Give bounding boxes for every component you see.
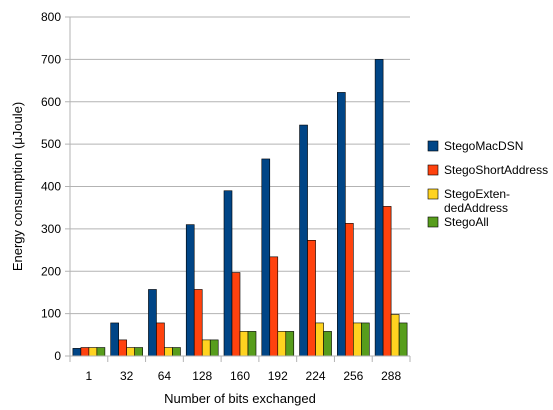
- axes: [65, 16, 411, 362]
- bar-StegoAll-288: [398, 322, 408, 357]
- y-axis-title: Energy consumption (μJoule): [10, 102, 25, 271]
- bar-StegoShortAddress-1: [80, 347, 90, 357]
- bar-StegoShortAddress-64: [156, 322, 165, 357]
- legend-label-StegoMacDSN: StegoMacDSN: [444, 139, 523, 153]
- x-tick-label: 64: [158, 369, 172, 383]
- y-tick-label: 700: [41, 52, 61, 66]
- y-tick-label: 200: [41, 264, 61, 278]
- x-tick-label: 288: [381, 369, 401, 383]
- bar-StegoShortAddress-128: [193, 289, 203, 357]
- bar-StegoMacDSN-192: [261, 158, 271, 357]
- bar-StegoExtendedAddress-288: [390, 314, 400, 357]
- bar-StegoShortAddress-160: [231, 272, 241, 357]
- bar-StegoAll-256: [361, 322, 370, 357]
- bar-StegoExtendedAddress-64: [164, 347, 173, 357]
- x-tick-label: 256: [343, 369, 363, 383]
- bar-StegoAll-224: [323, 331, 332, 357]
- bar-StegoAll-128: [209, 339, 219, 357]
- bar-StegoExtendedAddress-32: [126, 347, 135, 357]
- legend-swatch-StegoExtendedAddress: [427, 188, 439, 200]
- bar-StegoAll-32: [134, 347, 143, 357]
- legend: StegoMacDSN StegoShortAddress StegoExten-d…: [427, 139, 548, 229]
- bar-StegoAll-192: [285, 331, 295, 357]
- bar-StegoAll-160: [247, 331, 257, 357]
- bar-StegoShortAddress-192: [269, 256, 279, 357]
- bar-StegoExtendedAddress-160: [239, 331, 249, 357]
- legend-swatch-StegoShortAddress: [427, 164, 439, 176]
- x-tick-label: 32: [120, 369, 134, 383]
- x-tick-label: 224: [306, 369, 326, 383]
- bar-StegoAll-64: [172, 347, 181, 357]
- bar-StegoExtendedAddress-128: [201, 339, 211, 357]
- bar-StegoExtendedAddress-192: [277, 331, 287, 357]
- bar-StegoShortAddress-32: [118, 339, 127, 357]
- bar-StegoMacDSN-1: [72, 348, 82, 357]
- y-tick-label: 300: [41, 222, 61, 236]
- x-tick-label: 192: [268, 369, 288, 383]
- legend-label-StegoShortAddress: StegoShortAddress: [444, 163, 548, 177]
- bar-StegoExtendedAddress-1: [88, 347, 98, 357]
- gridlines: [70, 16, 410, 357]
- bar-StegoMacDSN-64: [148, 289, 157, 357]
- bar-StegoExtendedAddress-224: [315, 322, 324, 357]
- y-tick-labels: 0 100 200 300 400 500 600 700 800: [41, 10, 61, 363]
- legend-label-StegoAll: StegoAll: [444, 215, 489, 229]
- x-tick-label: 128: [192, 369, 212, 383]
- bars: [72, 59, 408, 357]
- legend-swatch-StegoAll: [427, 216, 439, 228]
- bar-StegoMacDSN-224: [299, 124, 308, 357]
- bar-StegoShortAddress-288: [382, 206, 392, 357]
- bar-StegoMacDSN-32: [110, 322, 119, 357]
- x-axis-title: Number of bits exchanged: [164, 391, 316, 406]
- bar-StegoMacDSN-256: [337, 92, 346, 357]
- x-tick-labels: 1 32 64 128 160 192 224 256 288: [86, 369, 402, 383]
- y-tick-label: 500: [41, 137, 61, 151]
- y-tick-label: 0: [54, 349, 61, 363]
- bar-StegoShortAddress-224: [307, 240, 316, 357]
- bar-StegoAll-1: [96, 347, 106, 357]
- x-tick-label: 160: [230, 369, 250, 383]
- y-tick-label: 800: [41, 10, 61, 24]
- y-tick-label: 100: [41, 307, 61, 321]
- y-tick-label: 600: [41, 95, 61, 109]
- bar-StegoMacDSN-160: [223, 190, 233, 357]
- bar-StegoShortAddress-256: [345, 223, 354, 357]
- bar-StegoExtendedAddress-256: [353, 322, 362, 357]
- legend-swatch-StegoMacDSN: [427, 140, 439, 152]
- x-tick-label: 1: [86, 369, 93, 383]
- bar-StegoMacDSN-128: [185, 224, 195, 357]
- legend-label-StegoExtendedAddress: StegoExten-dedAddress: [444, 187, 510, 215]
- y-tick-label: 400: [41, 180, 61, 194]
- bar-StegoMacDSN-288: [374, 59, 384, 357]
